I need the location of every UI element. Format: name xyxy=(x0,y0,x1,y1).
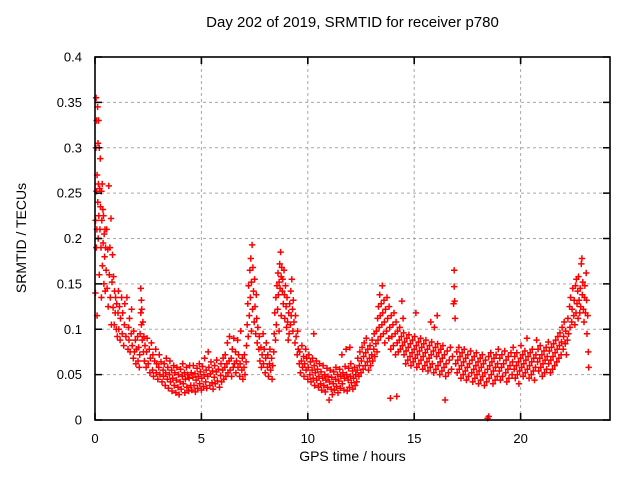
y-tick-label: 0.15 xyxy=(57,276,82,291)
x-tick-label: 20 xyxy=(513,431,527,446)
tick-marks xyxy=(94,56,610,421)
x-tick-label: 0 xyxy=(91,431,98,446)
y-tick-label: 0.2 xyxy=(64,231,82,246)
y-tick-label: 0.4 xyxy=(64,50,82,65)
x-tick-label: 15 xyxy=(407,431,421,446)
x-tick-label: 10 xyxy=(301,431,315,446)
y-tick-label: 0.25 xyxy=(57,186,82,201)
y-tick-label: 0 xyxy=(75,413,82,428)
gridlines xyxy=(95,57,610,420)
x-axis-title: GPS time / hours xyxy=(299,448,406,464)
chart-title: Day 202 of 2019, SRMTID for receiver p78… xyxy=(206,14,499,31)
y-tick-label: 0.35 xyxy=(57,95,82,110)
y-tick-label: 0.3 xyxy=(64,140,82,155)
scatter-points xyxy=(92,94,592,422)
x-tick-label: 5 xyxy=(198,431,205,446)
y-tick-label: 0.1 xyxy=(64,322,82,337)
y-tick-label: 0.05 xyxy=(57,367,82,382)
tick-labels: 0 5 10 15 20 0 0.05 0.1 0.15 0.2 0.25 0.3 0.35 0.4 xyxy=(57,50,528,447)
